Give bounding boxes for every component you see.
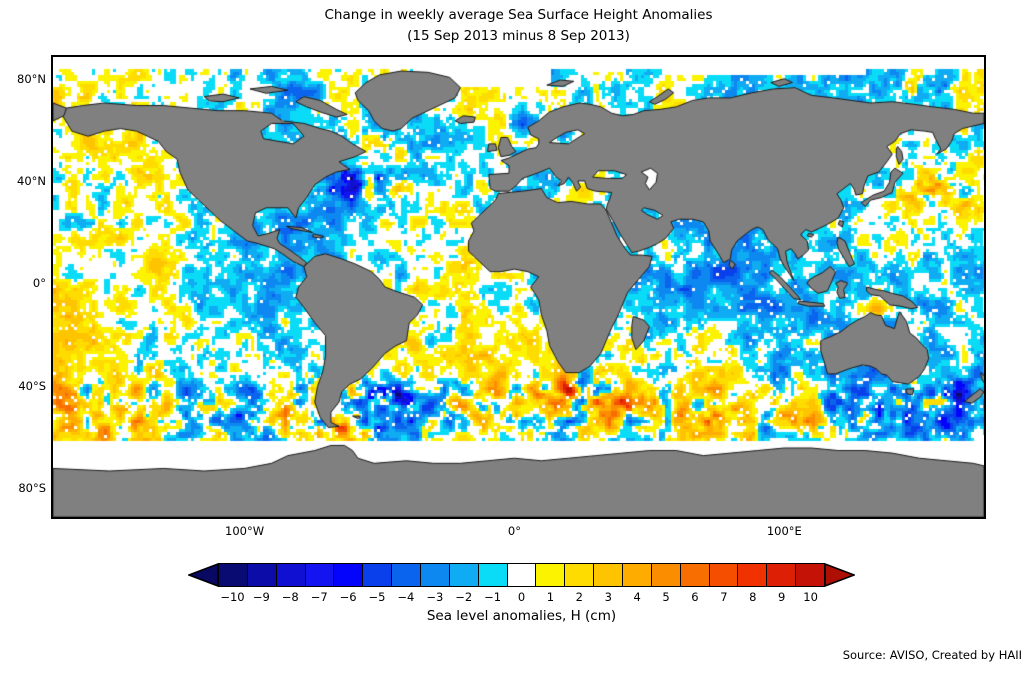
colorbar-cell	[392, 564, 422, 586]
colorbar-cell	[651, 564, 681, 586]
colorbar-tick-label: 2	[575, 590, 583, 604]
colorbar-tick-label: 0	[517, 590, 526, 604]
colorbar-cell	[247, 564, 277, 586]
colorbar-tick-label: 1	[546, 590, 555, 604]
lon-tick-label: 100°E	[766, 524, 802, 538]
colorbar-tick-label: −4	[397, 590, 415, 604]
colorbar-tick-label: −7	[310, 590, 328, 604]
colorbar-tick-label: −6	[339, 590, 357, 604]
colorbar-tick-label: −8	[281, 590, 299, 604]
figure-subtitle: (15 Sep 2013 minus 8 Sep 2013)	[407, 28, 630, 44]
lat-tick-label: 80°N	[17, 72, 46, 86]
lat-tick-label: 40°S	[18, 378, 46, 393]
figure-title: Change in weekly average Sea Surface Hei…	[324, 7, 713, 23]
colorbar-tick-label: −10	[220, 590, 245, 604]
colorbar-cell	[363, 564, 393, 586]
colorbar-cell	[219, 564, 248, 586]
colorbar-cell	[334, 564, 364, 586]
colorbar-cell	[594, 564, 624, 586]
colorbar-over-arrow	[824, 563, 855, 587]
colorbar-tick-label: 10	[803, 590, 818, 604]
colorbar-cell	[276, 564, 306, 586]
colorbar-tick-label: −1	[484, 590, 502, 604]
colorbar-tick-label: −2	[455, 590, 473, 604]
colorbar-cell	[680, 564, 710, 586]
lat-tick-label: 80°S	[18, 480, 46, 495]
lon-tick-label: 0°	[507, 524, 521, 538]
colorbar-cell	[709, 564, 739, 586]
lon-tick-label: 100°W	[225, 524, 265, 538]
source-note: Source: AVISO, Created by HAII	[842, 648, 1022, 662]
colorbar-cell	[536, 564, 566, 586]
colorbar-tick-label: −3	[426, 590, 444, 604]
colorbar-cell	[738, 564, 768, 586]
colorbar-tick-label: −9	[252, 590, 270, 604]
colorbar-label: Sea level anomalies, H (cm)	[426, 608, 617, 624]
colorbar-cell	[478, 564, 508, 586]
colorbar-cell	[507, 564, 537, 586]
colorbar-tick-label: 5	[662, 590, 670, 604]
colorbar-tick-label: −5	[368, 590, 386, 604]
colorbar-tick-label: 9	[778, 590, 786, 604]
colorbar-tick-label: 3	[604, 590, 612, 604]
colorbar-under-arrow	[188, 563, 219, 587]
colorbar-cell	[421, 564, 450, 586]
lat-tick-label: 40°N	[17, 174, 46, 189]
colorbar-cell	[565, 564, 595, 586]
colorbar-cell	[767, 564, 797, 586]
colorbar-tick-label: 7	[720, 590, 728, 604]
colorbar-cells	[218, 563, 825, 587]
colorbar-tick-label: 4	[633, 590, 641, 604]
anomaly-map-canvas	[53, 57, 984, 517]
colorbar-cell	[623, 564, 652, 586]
colorbar-tick-label: 8	[749, 590, 757, 604]
colorbar-cell	[449, 564, 479, 586]
colorbar-cell	[796, 564, 825, 586]
colorbar-cell	[305, 564, 335, 586]
map-plot-frame	[51, 55, 986, 519]
colorbar-tick-labels: −10 −9 −8 −7 −6 −5 −4 −3 −2 −1 0 1 2 3 4 5 6 7 8 9 10	[218, 590, 825, 604]
colorbar: −10 −9 −8 −7 −6 −5 −4 −3 −2 −1 0 1 2 3 4 5 6 7 8 9 10 Sea le…	[188, 563, 855, 633]
lat-tick-label: 0°	[32, 276, 46, 291]
colorbar-tick-label: 6	[691, 590, 699, 604]
